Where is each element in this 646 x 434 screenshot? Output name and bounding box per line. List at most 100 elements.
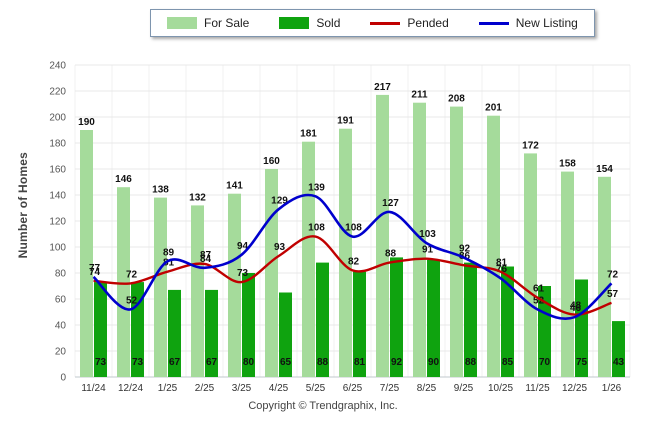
pended-value-label: 88 [385, 249, 397, 260]
x-tick-label: 10/25 [488, 383, 513, 394]
for-sale-value-label: 172 [522, 140, 539, 151]
pended-value-label: 61 [533, 284, 545, 295]
sold-value-label: 67 [206, 357, 218, 368]
legend-label: Sold [316, 16, 341, 30]
sold-value-label: 67 [169, 357, 181, 368]
bar-for-sale [339, 128, 352, 377]
legend-item-new-listing: New Listing [478, 16, 578, 30]
bar-for-sale [561, 171, 574, 377]
bar-for-sale [450, 106, 463, 377]
for-sale-value-label: 138 [152, 185, 169, 196]
x-tick-label: 5/25 [306, 383, 326, 394]
sold-value-label: 80 [243, 357, 255, 368]
for-sale-value-label: 141 [226, 181, 243, 192]
pended-value-label: 108 [308, 223, 325, 234]
x-tick-label: 6/25 [343, 383, 363, 394]
new-listing-value-label: 139 [308, 182, 325, 193]
bar-for-sale [191, 205, 204, 377]
bar-sold [464, 262, 477, 377]
for-sale-value-label: 191 [337, 116, 354, 127]
bar-sold [390, 257, 403, 377]
legend-item-sold: Sold [279, 16, 340, 30]
y-tick-label: 80 [55, 269, 67, 280]
legend-label: New Listing [515, 16, 578, 30]
new-listing-line-icon [478, 21, 509, 25]
for-sale-swatch-icon [167, 17, 197, 29]
for-sale-value-label: 158 [559, 159, 576, 170]
y-tick-label: 100 [49, 243, 66, 254]
y-tick-label: 200 [49, 113, 66, 124]
x-tick-label: 12/25 [562, 383, 587, 394]
bar-for-sale [413, 102, 426, 377]
new-listing-value-label: 52 [126, 295, 138, 306]
y-tick-label: 140 [49, 191, 66, 202]
new-listing-value-label: 46 [570, 303, 582, 314]
for-sale-value-label: 211 [411, 90, 428, 101]
bar-sold [353, 271, 366, 377]
bar-sold [279, 292, 292, 377]
y-tick-label: 20 [55, 347, 67, 358]
bar-for-sale [524, 153, 537, 377]
pended-line [93, 235, 612, 316]
for-sale-value-label: 208 [448, 94, 465, 105]
pended-value-label: 81 [163, 258, 175, 269]
bar-sold [538, 286, 551, 377]
for-sale-value-label: 201 [485, 103, 502, 114]
legend-label: Pended [407, 16, 449, 30]
x-tick-label: 4/25 [269, 383, 289, 394]
bar-for-sale [487, 115, 500, 377]
x-tick-label: 9/25 [454, 383, 474, 394]
bar-for-sale [154, 197, 167, 377]
x-tick-label: 1/25 [158, 383, 178, 394]
bar-sold [131, 282, 144, 377]
new-listing-value-label: 72 [607, 269, 619, 280]
new-listing-line [92, 193, 613, 321]
sold-value-label: 90 [428, 357, 440, 368]
bar-for-sale [598, 176, 611, 377]
bar-sold [427, 260, 440, 377]
x-tick-label: 8/25 [417, 383, 437, 394]
bar-for-sale [80, 130, 93, 377]
pended-value-label: 81 [496, 258, 508, 269]
pended-value-label: 57 [607, 289, 619, 300]
pended-line-icon [370, 21, 401, 25]
x-tick-label: 2/25 [195, 383, 215, 394]
for-sale-value-label: 181 [300, 129, 317, 140]
pended-value-label: 72 [126, 269, 138, 280]
sold-value-label: 88 [465, 357, 477, 368]
pended-value-label: 74 [89, 267, 101, 278]
sold-value-label: 70 [539, 357, 551, 368]
sold-value-label: 43 [613, 357, 625, 368]
x-tick-label: 11/24 [81, 383, 106, 394]
for-sale-value-label: 190 [78, 117, 95, 128]
new-listing-value-label: 129 [271, 195, 288, 206]
sold-value-label: 75 [576, 357, 588, 368]
y-tick-label: 180 [49, 139, 66, 150]
pended-value-label: 48 [570, 301, 582, 312]
sold-swatch-icon [279, 17, 310, 29]
legend-item-for-sale: For Sale [167, 16, 249, 30]
new-listing-value-label: 92 [459, 243, 471, 254]
x-tick-label: 1/26 [602, 383, 622, 394]
pended-value-label: 73 [237, 268, 249, 279]
bar-sold [575, 279, 588, 377]
new-listing-value-label: 103 [419, 229, 436, 240]
x-tick-label: 3/25 [232, 383, 252, 394]
bar-sold [501, 266, 514, 377]
sold-value-label: 88 [317, 357, 329, 368]
bar-sold [168, 289, 181, 377]
sold-value-label: 81 [354, 357, 366, 368]
legend-item-pended: Pended [370, 16, 449, 30]
y-tick-label: 120 [49, 217, 66, 228]
copyright-text: Copyright © Trendgraphix, Inc. [248, 400, 398, 412]
bar-sold [205, 289, 218, 377]
bar-for-sale [302, 141, 315, 377]
sold-value-label: 73 [95, 357, 107, 368]
y-tick-label: 220 [49, 87, 66, 98]
for-sale-value-label: 160 [263, 156, 280, 167]
sold-value-label: 73 [132, 357, 144, 368]
bar-for-sale [376, 94, 389, 378]
new-listing-value-label: 84 [200, 254, 212, 265]
